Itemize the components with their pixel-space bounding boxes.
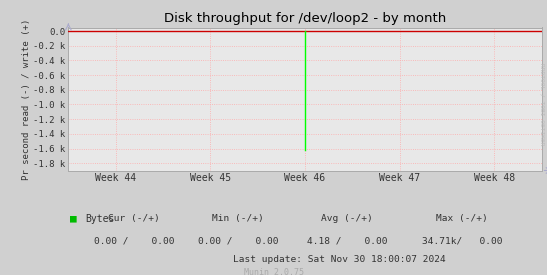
Text: Avg (-/+): Avg (-/+)	[322, 214, 373, 223]
Text: ■: ■	[70, 214, 77, 224]
Text: Min (-/+): Min (-/+)	[212, 214, 264, 223]
Text: 0.00 /    0.00: 0.00 / 0.00	[197, 236, 278, 245]
Text: Max (-/+): Max (-/+)	[437, 214, 488, 223]
Text: 34.71k/   0.00: 34.71k/ 0.00	[422, 236, 503, 245]
Title: Disk throughput for /dev/loop2 - by month: Disk throughput for /dev/loop2 - by mont…	[164, 12, 446, 25]
Text: Cur (-/+): Cur (-/+)	[108, 214, 160, 223]
Text: RRDTOOL / TOBI OETIKER: RRDTOOL / TOBI OETIKER	[539, 63, 544, 146]
Y-axis label: Pr second read (-) / write (+): Pr second read (-) / write (+)	[21, 18, 31, 180]
Text: Bytes: Bytes	[85, 214, 114, 224]
Text: Munin 2.0.75: Munin 2.0.75	[243, 268, 304, 275]
Text: 4.18 /    0.00: 4.18 / 0.00	[307, 236, 388, 245]
Text: Last update: Sat Nov 30 18:00:07 2024: Last update: Sat Nov 30 18:00:07 2024	[233, 255, 445, 264]
Text: 0.00 /    0.00: 0.00 / 0.00	[94, 236, 174, 245]
